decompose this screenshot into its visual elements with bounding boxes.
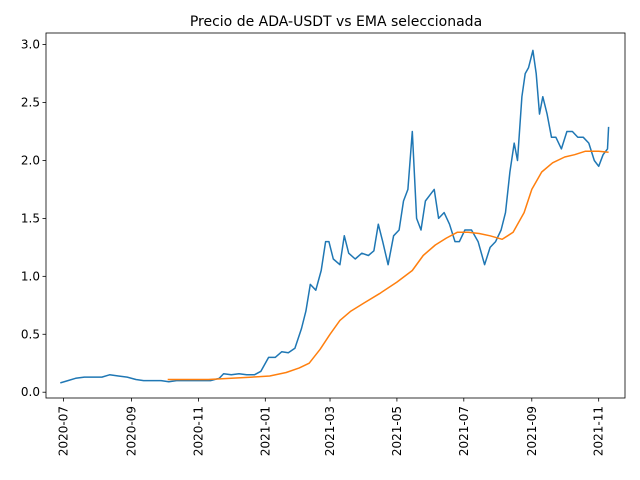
axes-frame <box>45 32 626 399</box>
x-tick-label: 2020-09 <box>125 406 139 456</box>
x-tick-label: 2021-09 <box>525 406 539 456</box>
plot-area <box>60 49 610 384</box>
y-tick-label: 1.0 <box>21 269 40 283</box>
y-tick-label: 0.0 <box>21 385 40 399</box>
y-tick-label: 0.5 <box>21 327 40 341</box>
chart-title: Precio de ADA-USDT vs EMA seleccionada <box>190 14 482 30</box>
y-tick-label: 1.5 <box>21 211 40 225</box>
x-tick-label: 2021-01 <box>258 406 272 456</box>
x-tick-label: 2021-05 <box>390 406 404 456</box>
y-tick-label: 2.0 <box>21 153 40 167</box>
x-tick-label: 2020-11 <box>191 406 205 456</box>
series-line-1 <box>60 49 610 384</box>
x-tick-label: 2020-07 <box>57 406 71 456</box>
axes: 0.0 0.5 1.0 1.5 2.0 2.5 3.0 2020-07 2020-09 2020-… <box>21 32 626 456</box>
x-tick-label: 2021-11 <box>592 406 606 456</box>
series-line-2 <box>167 150 609 381</box>
y-tick-label: 3.0 <box>21 38 40 52</box>
y-tick-label: 2.5 <box>21 96 40 110</box>
x-tick-label: 2021-07 <box>457 406 471 456</box>
x-tick-label: 2021-03 <box>323 406 337 456</box>
